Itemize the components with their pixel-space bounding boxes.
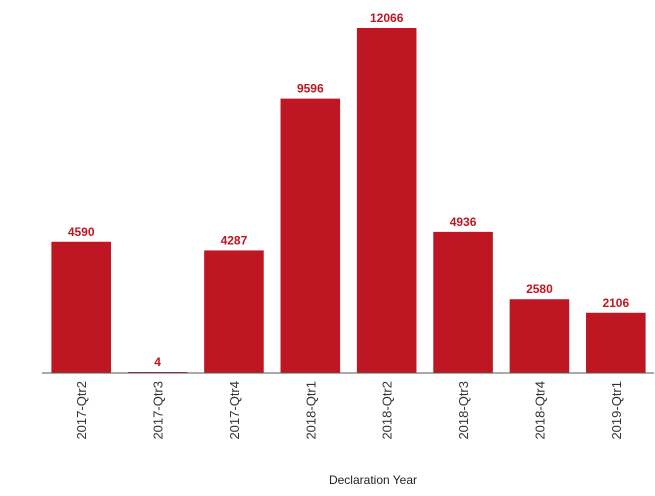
data-label-2018-Qtr3: 4936 (450, 215, 477, 229)
data-label-2017-Qtr3: 4 (154, 355, 161, 369)
x-axis-title: Declaration Year (329, 473, 417, 487)
x-tick-label-2018-Qtr3: 2018-Qtr3 (456, 381, 471, 440)
bar-2019-Qtr1 (586, 312, 646, 373)
x-tick-label-2017-Qtr4: 2017-Qtr4 (227, 381, 242, 440)
bar-2017-Qtr2 (51, 241, 111, 373)
bar-2017-Qtr4 (204, 250, 264, 373)
bar-2018-Qtr2 (356, 28, 417, 373)
data-label-2018-Qtr2: 12066 (370, 11, 404, 25)
data-label-2018-Qtr4: 2580 (526, 282, 553, 296)
bars-group (51, 28, 646, 374)
data-labels-group: 4590 4 4287 9596 12066 4936 2580 2106 (68, 11, 630, 369)
bar-2018-Qtr1 (280, 98, 341, 374)
x-tick-label-2018-Qtr1: 2018-Qtr1 (303, 381, 318, 440)
x-tick-label-2018-Qtr2: 2018-Qtr2 (380, 381, 395, 440)
x-tick-labels-group: 2017-Qtr2 2017-Qtr3 2017-Qtr4 2018-Qtr1 2018… (74, 381, 624, 440)
x-tick-label-2019-Qtr1: 2019-Qtr1 (609, 381, 624, 440)
x-tick-label-2018-Qtr4: 2018-Qtr4 (532, 381, 547, 440)
data-label-2017-Qtr4: 4287 (221, 233, 248, 247)
data-label-2019-Qtr1: 2106 (602, 296, 629, 310)
x-tick-label-2017-Qtr2: 2017-Qtr2 (74, 381, 89, 440)
x-tick-label-2017-Qtr3: 2017-Qtr3 (151, 381, 166, 440)
data-label-2018-Qtr1: 9596 (297, 82, 324, 96)
data-label-2017-Qtr2: 4590 (68, 225, 95, 239)
bar-2018-Qtr3 (433, 231, 493, 373)
bar-2018-Qtr4 (509, 299, 570, 373)
